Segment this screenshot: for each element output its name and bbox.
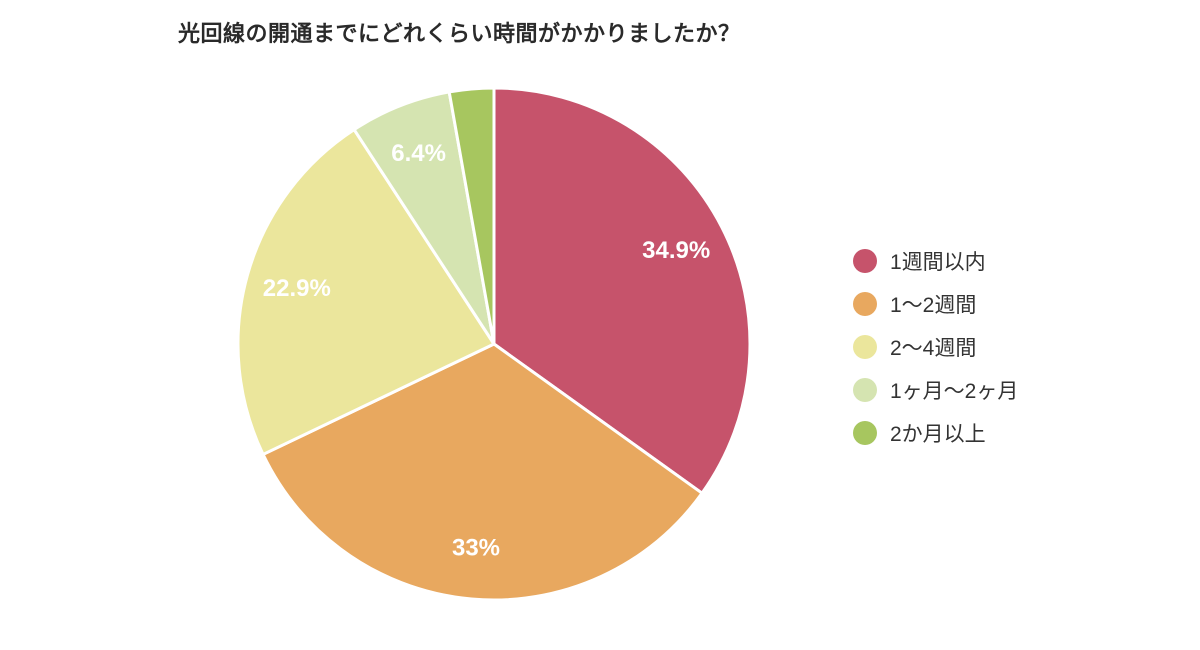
chart-title: 光回線の開通までにどれくらい時間がかかりましたか？: [178, 21, 741, 46]
legend-item: 1ヶ月〜2ヶ月: [853, 368, 1018, 411]
legend-label: 2〜4週間: [890, 336, 977, 360]
legend-swatch-icon: [853, 334, 877, 359]
slice-label-3: 6.4%: [391, 140, 446, 167]
pie-chart: 34.9% 33% 22.9% 6.4%: [236, 86, 752, 602]
legend-item: 2か月以上: [853, 411, 1018, 454]
slice-label-1: 33%: [452, 535, 500, 562]
legend-swatch-icon: [853, 291, 877, 316]
legend-swatch-icon: [853, 420, 877, 445]
pie-slice-2: [236, 128, 496, 456]
legend-label: 2か月以上: [890, 422, 986, 446]
legend-item: 1〜2週間: [853, 282, 1018, 325]
legend-swatch-icon: [853, 248, 877, 273]
legend: 1週間以内 1〜2週間 2〜4週間 1ヶ月〜2ヶ月 2か月以上: [853, 239, 1018, 454]
legend-label: 1〜2週間: [890, 293, 977, 317]
legend-swatch-icon: [853, 377, 877, 402]
slice-label-0: 34.9%: [642, 237, 710, 264]
legend-label: 1ヶ月〜2ヶ月: [890, 379, 1019, 403]
pie-slice-1: [261, 342, 704, 602]
legend-item: 2〜4週間: [853, 325, 1018, 368]
slice-label-2: 22.9%: [263, 275, 331, 302]
pie-slice-0: [492, 86, 752, 495]
legend-item: 1週間以内: [853, 239, 1018, 282]
pie-slice-4: [447, 86, 496, 346]
legend-label: 1週間以内: [890, 250, 986, 274]
